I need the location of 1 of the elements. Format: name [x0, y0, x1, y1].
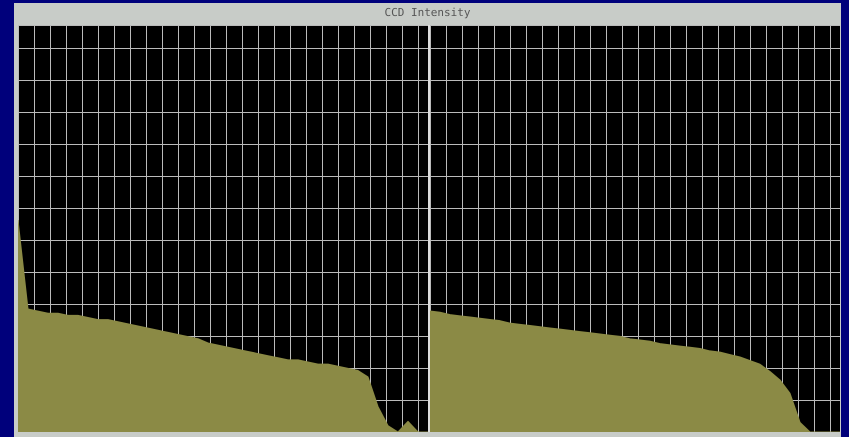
chart-title: CCD Intensity: [383, 5, 472, 21]
